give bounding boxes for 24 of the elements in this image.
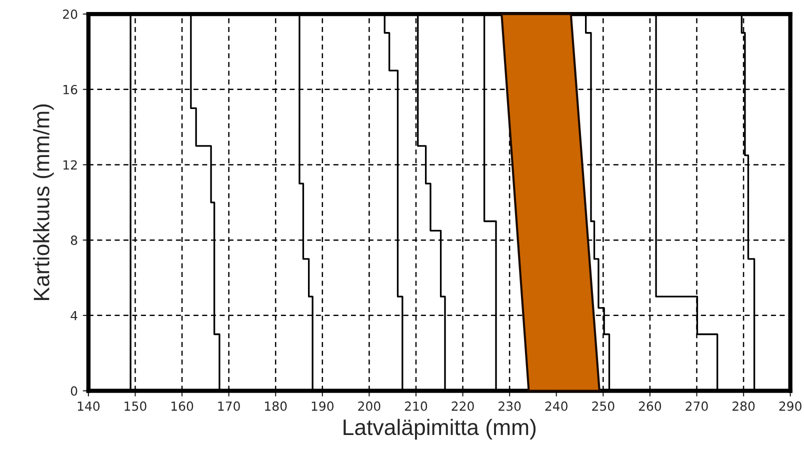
y-tick-label: 8 [70,236,78,246]
x-tick-label: 250 [592,401,614,411]
y-tick-label: 16 [63,84,78,94]
x-tick-label: 200 [358,401,380,411]
x-tick-label: 270 [686,401,708,411]
x-tick-label: 240 [545,401,568,411]
y-tick-label: 20 [63,10,78,19]
x-tick-label: 230 [498,401,521,411]
y-tick-label: 4 [70,311,78,320]
x-tick-label: 170 [218,401,240,411]
x-tick-label: 180 [265,401,287,411]
y-tick-label: 12 [63,160,77,170]
y-axis-title: Kartiokkuus (mm/m) [33,104,54,300]
x-axis-title: Latvaläpimitta (mm) [344,418,536,440]
x-tick-label: 290 [779,401,802,411]
x-tick-label: 190 [312,401,334,411]
x-tick-label: 280 [732,401,755,411]
x-tick-label: 150 [124,401,146,411]
x-tick-label: 160 [171,401,194,411]
x-tick-label: 210 [404,401,428,411]
x-tick-label: 220 [452,401,474,411]
y-tick-label: 0 [70,386,78,396]
x-tick-label: 140 [78,401,100,411]
x-tick-label: 260 [638,401,662,411]
